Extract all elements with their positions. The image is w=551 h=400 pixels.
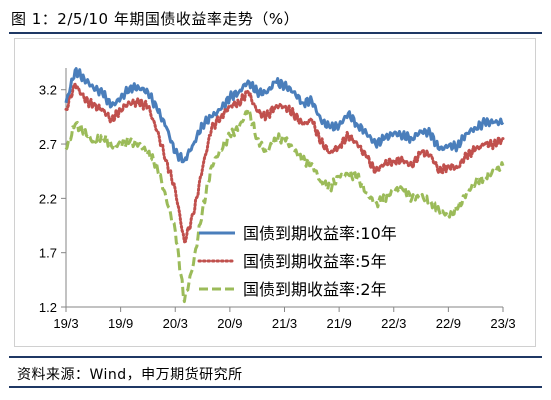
source-note: 资料来源：Wind，申万期货研究所: [17, 367, 243, 383]
y-tick-label: 2.7: [39, 137, 57, 152]
series-lines: [64, 67, 505, 304]
plot-frame: [14, 38, 536, 347]
y-tick-label: 1.2: [39, 300, 57, 315]
x-tick-label: 22/3: [381, 316, 406, 331]
axes: 1.2 1.7 2.2 2.7 3.2 19/3 19/9 20/3 20/9 21/3 21/9 2…: [39, 68, 516, 331]
x-tick-label: 20/9: [217, 316, 242, 331]
source-bar: 资料来源：Wind，申万期货研究所: [9, 356, 542, 388]
series-line-10y: [64, 67, 505, 164]
y-tick-label: 2.2: [39, 191, 57, 206]
x-tick-label: 19/3: [53, 316, 78, 331]
x-tick-label: 22/9: [436, 316, 461, 331]
chart-title: 图 1：2/5/10 年期国债收益率走势（%）: [11, 10, 300, 28]
x-tick-label: 23/3: [490, 316, 515, 331]
series-line-2y: [64, 107, 505, 304]
legend-label-2y: 国债到期收益率:2年: [243, 280, 387, 299]
legend-label-5y: 国债到期收益率:5年: [243, 252, 387, 271]
legend-label-10y: 国债到期收益率:10年: [243, 224, 397, 243]
y-tick-label: 3.2: [39, 83, 57, 98]
x-tick-label: 19/9: [108, 316, 133, 331]
series-line-5y: [64, 82, 505, 244]
y-tick-label: 1.7: [39, 246, 57, 261]
x-tick-label: 20/3: [163, 316, 188, 331]
x-tick-label: 21/9: [326, 316, 351, 331]
x-tick-label: 21/3: [272, 316, 297, 331]
title-bar: 图 1：2/5/10 年期国债收益率走势（%）: [9, 6, 542, 34]
